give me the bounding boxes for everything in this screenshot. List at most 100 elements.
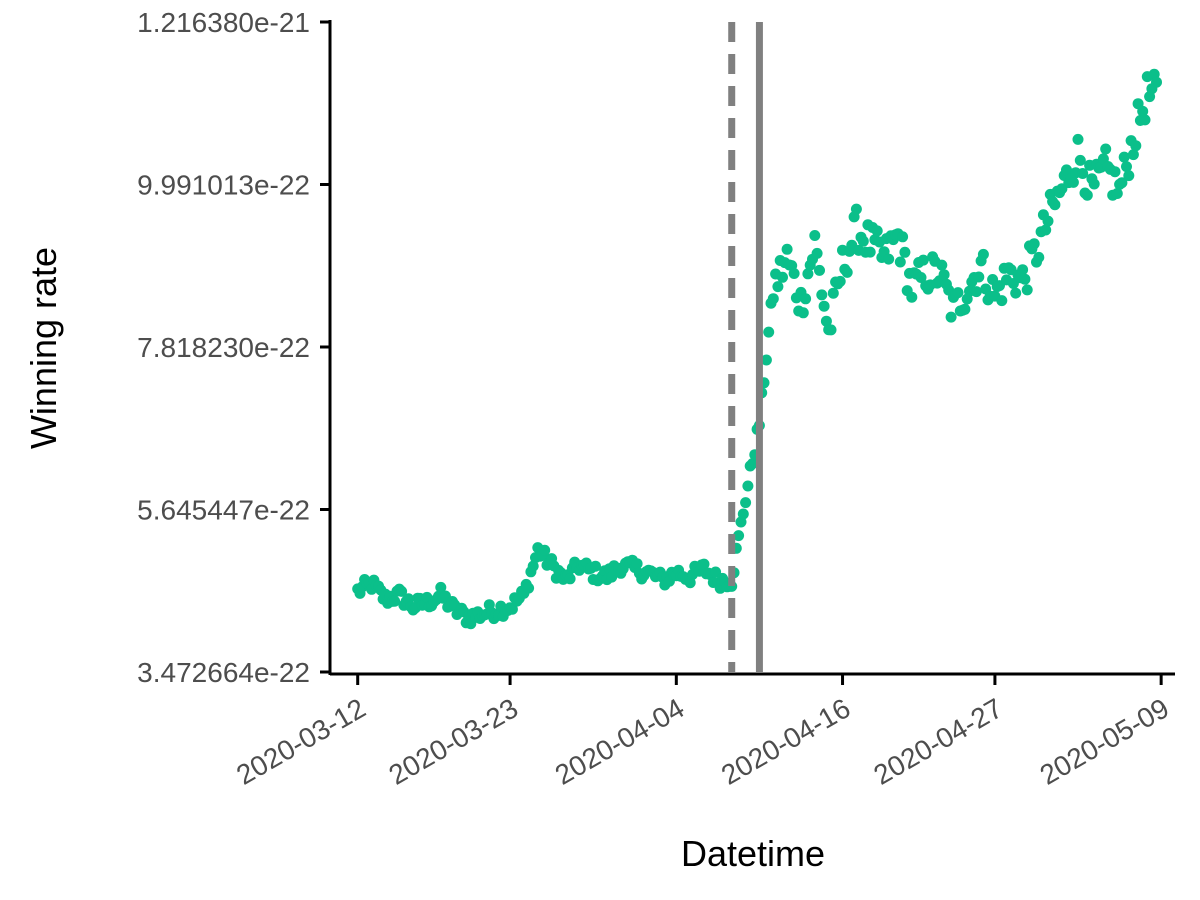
data-point <box>802 268 814 280</box>
y-axis-title: Winning rate <box>23 247 64 449</box>
y-tick-label: 1.216380e-21 <box>137 7 310 38</box>
data-point <box>797 307 809 319</box>
data-point <box>1077 168 1089 179</box>
data-point <box>959 303 971 315</box>
data-point <box>1139 114 1151 126</box>
data-point <box>1081 189 1093 201</box>
data-point <box>1074 154 1086 166</box>
data-point <box>760 354 772 366</box>
x-axis-title: Datetime <box>681 833 825 874</box>
data-point <box>777 271 788 283</box>
data-point <box>897 231 909 243</box>
data-point <box>906 291 918 303</box>
data-point <box>1028 238 1040 250</box>
data-point <box>820 315 832 327</box>
data-point <box>1019 273 1031 285</box>
data-point <box>1118 151 1130 163</box>
data-point <box>818 300 830 312</box>
data-point <box>389 595 401 607</box>
data-point <box>970 286 982 298</box>
data-point <box>1137 105 1149 117</box>
data-point <box>1109 166 1121 178</box>
data-point <box>973 271 985 283</box>
data-point <box>523 582 535 594</box>
data-point <box>1151 76 1162 88</box>
data-point <box>816 289 828 301</box>
y-tick-label: 7.818230e-22 <box>137 332 310 363</box>
data-point <box>996 295 1008 307</box>
data-point <box>1123 170 1135 182</box>
y-tick-label: 3.472664e-22 <box>137 657 310 688</box>
data-point <box>747 458 758 470</box>
data-point <box>710 566 722 578</box>
data-point <box>564 573 576 585</box>
x-tick-label: 2020-05-09 <box>1035 692 1175 790</box>
data-point <box>740 497 752 509</box>
data-point <box>742 480 754 492</box>
data-points <box>352 68 1162 630</box>
data-point <box>767 293 779 305</box>
data-point <box>737 508 749 520</box>
data-point <box>850 203 862 215</box>
data-point <box>1067 176 1079 188</box>
data-point <box>1021 284 1033 296</box>
data-point <box>945 311 957 323</box>
data-point <box>883 253 895 265</box>
data-point <box>814 264 825 276</box>
data-point <box>698 558 710 570</box>
x-tick-label: 2020-03-23 <box>384 692 524 790</box>
data-point <box>506 603 518 615</box>
data-point <box>1127 149 1139 161</box>
y-axis-ticks: 3.472664e-22 5.645447e-22 7.818230e-22 9.99… <box>137 7 330 688</box>
data-point <box>788 268 800 279</box>
data-point <box>811 247 823 259</box>
data-point <box>834 275 846 287</box>
x-tick-label: 2020-03-12 <box>231 692 371 790</box>
reference-lines <box>728 22 763 672</box>
data-point <box>781 243 793 255</box>
x-axis-ticks: 2020-03-12 2020-03-23 2020-04-04 2020-04-16… <box>231 674 1174 791</box>
data-point <box>871 225 883 237</box>
data-point <box>396 585 408 597</box>
x-tick-label: 2020-04-27 <box>868 692 1008 790</box>
data-point <box>435 581 447 593</box>
y-tick-label: 9.991013e-22 <box>137 170 310 201</box>
y-tick-label: 5.645447e-22 <box>137 495 310 526</box>
data-point <box>1072 133 1084 145</box>
data-point <box>1111 188 1123 199</box>
data-point <box>1100 143 1112 155</box>
data-point <box>1088 178 1100 190</box>
data-point <box>936 259 948 271</box>
data-point <box>1042 215 1054 227</box>
data-point <box>539 544 551 556</box>
data-point <box>809 230 821 241</box>
data-point <box>917 254 929 266</box>
data-point <box>894 256 906 268</box>
data-point <box>527 560 539 572</box>
data-point <box>1040 224 1052 236</box>
data-point <box>1121 161 1132 173</box>
data-point <box>857 235 869 247</box>
data-point <box>977 248 989 260</box>
data-point <box>827 287 839 299</box>
data-point <box>952 287 964 299</box>
data-point <box>938 269 950 281</box>
data-point <box>772 281 784 293</box>
data-point <box>1061 164 1072 176</box>
data-point <box>1116 177 1128 189</box>
data-point <box>841 266 853 278</box>
data-point <box>1017 264 1029 276</box>
x-tick-label: 2020-04-04 <box>550 692 690 790</box>
data-point <box>631 558 643 570</box>
data-point <box>1033 251 1045 263</box>
data-point <box>590 560 601 572</box>
data-point <box>825 324 837 336</box>
x-tick-label: 2020-04-16 <box>716 692 856 790</box>
data-point <box>1049 199 1061 211</box>
data-point <box>733 530 745 542</box>
data-point <box>1010 287 1022 299</box>
data-point <box>864 246 876 258</box>
data-point <box>1130 140 1142 152</box>
data-point <box>915 272 927 283</box>
